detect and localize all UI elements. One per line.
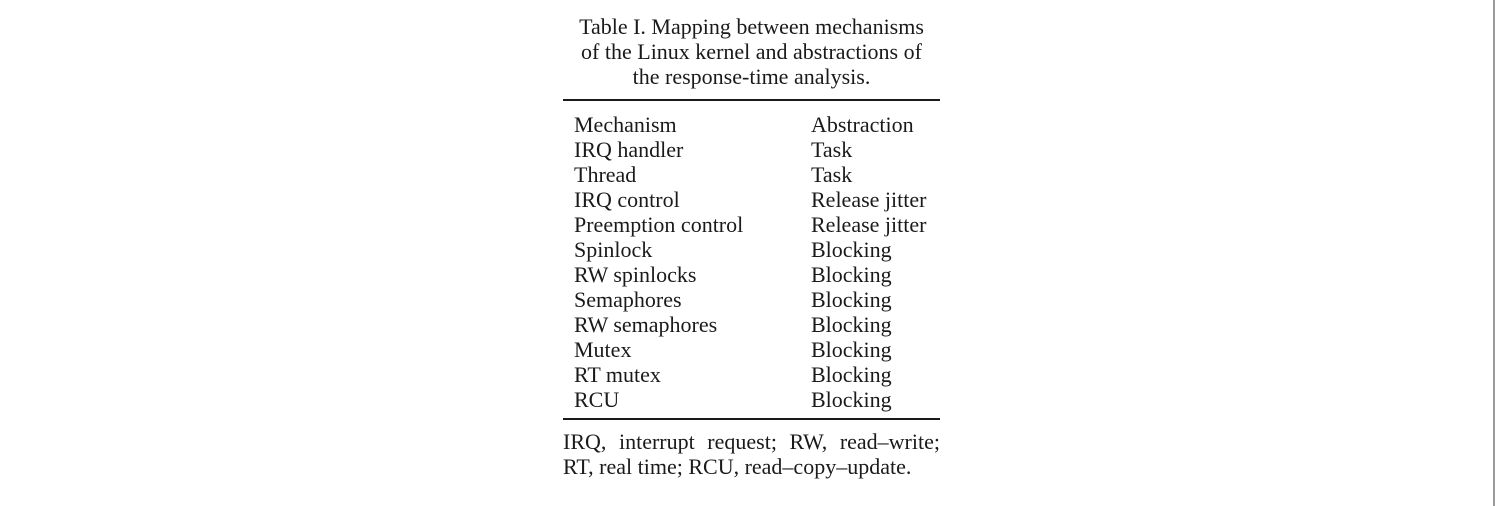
cell-abstraction: Blocking <box>811 287 892 312</box>
cell-abstraction: Release jitter <box>811 212 927 237</box>
page-edge-divider <box>1493 0 1495 506</box>
table-caption: Table I. Mapping between mechanisms of t… <box>563 14 940 89</box>
cell-mechanism: IRQ control <box>574 187 680 212</box>
cell-abstraction: Blocking <box>811 362 892 387</box>
cell-abstraction: Blocking <box>811 237 892 262</box>
cell-abstraction: Release jitter <box>811 187 927 212</box>
cell-mechanism: IRQ handler <box>574 137 684 162</box>
table-row: IRQ control Release jitter <box>563 187 926 212</box>
table-row: Preemption control Release jitter <box>563 212 926 237</box>
header-abstraction: Abstraction <box>811 112 914 137</box>
table-figure: Table I. Mapping between mechanisms of t… <box>563 14 940 479</box>
table-row: RW semaphores Blocking <box>563 312 926 337</box>
cell-abstraction: Task <box>811 137 853 162</box>
table-header-row: Mechanism Abstraction <box>563 112 926 137</box>
table-row: Spinlock Blocking <box>563 237 926 262</box>
table-row: Thread Task <box>563 162 926 187</box>
cell-mechanism: Spinlock <box>574 237 653 262</box>
footnote-line-2: RT, real time; RCU, read–copy–update. <box>563 454 912 479</box>
caption-line-3: the response-time analysis. <box>632 64 871 89</box>
cell-abstraction: Blocking <box>811 262 892 287</box>
cell-mechanism: Mutex <box>574 337 632 362</box>
table-row: IRQ handler Task <box>563 137 926 162</box>
caption-line-1: Table I. Mapping between mechanisms <box>579 14 924 39</box>
cell-mechanism: Preemption control <box>574 212 744 237</box>
table-row: RT mutex Blocking <box>563 362 926 387</box>
cell-mechanism: Thread <box>574 162 637 187</box>
table-row: RCU Blocking <box>563 387 926 412</box>
cell-abstraction: Task <box>811 162 853 187</box>
header-mechanism: Mechanism <box>574 112 677 137</box>
cell-mechanism: RCU <box>574 387 620 412</box>
cell-mechanism: RW semaphores <box>574 312 718 337</box>
caption-line-2: of the Linux kernel and abstractions of <box>581 39 922 64</box>
table-row: Mutex Blocking <box>563 337 926 362</box>
cell-abstraction: Blocking <box>811 387 892 412</box>
table-row: Semaphores Blocking <box>563 287 926 312</box>
cell-mechanism: RT mutex <box>574 362 661 387</box>
table-footnote: IRQ, interrupt request; RW, read–write; … <box>563 429 940 479</box>
cell-mechanism: RW spinlocks <box>574 262 697 287</box>
table-bottom-rule <box>563 418 940 420</box>
table-row: RW spinlocks Blocking <box>563 262 926 287</box>
mapping-table: Mechanism Abstraction IRQ handler Task T… <box>563 112 926 412</box>
cell-mechanism: Semaphores <box>574 287 682 312</box>
footnote-line-1: IRQ, interrupt request; RW, read–write; <box>563 429 940 454</box>
cell-abstraction: Blocking <box>811 337 892 362</box>
cell-abstraction: Blocking <box>811 312 892 337</box>
table-top-rule <box>563 99 940 101</box>
